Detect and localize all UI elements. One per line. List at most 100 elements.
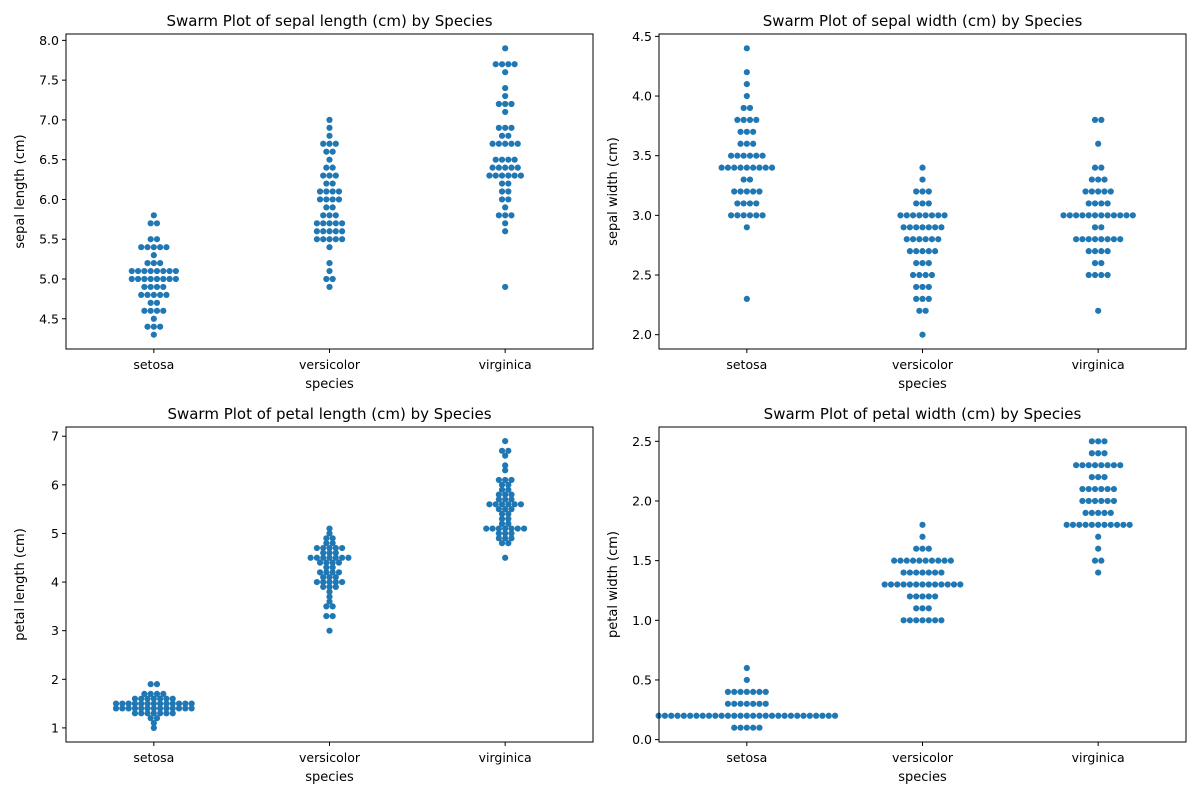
- data-point-versicolor: [332, 554, 339, 561]
- data-point-setosa: [743, 664, 750, 672]
- data-point-virginica: [1110, 497, 1118, 505]
- data-point-virginica: [1073, 236, 1080, 243]
- data-point-virginica: [495, 530, 502, 537]
- data-point-virginica: [492, 156, 499, 163]
- data-point-virginica: [514, 525, 521, 532]
- data-point-virginica: [1085, 271, 1092, 279]
- data-point-versicolor: [941, 557, 948, 564]
- data-point-versicolor: [323, 613, 330, 620]
- data-point-virginica: [1126, 521, 1133, 528]
- data-point-setosa: [141, 283, 148, 291]
- y-tick-label: 5.5: [39, 232, 59, 247]
- data-point-versicolor: [919, 533, 926, 540]
- data-point-virginica: [498, 172, 506, 179]
- data-point-versicolor: [335, 188, 343, 195]
- data-point-virginica: [1082, 188, 1089, 195]
- data-point-versicolor: [329, 559, 336, 566]
- data-point-versicolor: [332, 549, 339, 557]
- data-point-setosa: [138, 244, 145, 251]
- data-point-virginica: [502, 554, 509, 561]
- data-point-virginica: [1095, 188, 1102, 195]
- data-point-virginica: [498, 501, 506, 508]
- data-point-virginica: [505, 520, 512, 527]
- data-point-versicolor: [320, 583, 327, 591]
- data-point-setosa: [687, 712, 694, 719]
- data-point-setosa: [806, 712, 813, 719]
- data-point-virginica: [495, 525, 502, 532]
- data-point-versicolor: [909, 236, 917, 243]
- data-point-setosa: [734, 212, 741, 219]
- data-point-setosa: [762, 700, 769, 707]
- data-point-setosa: [160, 283, 167, 291]
- data-point-versicolor: [326, 172, 333, 179]
- data-point-virginica: [1095, 140, 1102, 147]
- data-point-versicolor: [941, 212, 948, 219]
- data-point-versicolor: [326, 220, 333, 227]
- data-point-setosa: [753, 200, 760, 207]
- data-point-virginica: [1107, 188, 1114, 195]
- data-point-versicolor: [320, 544, 327, 552]
- data-point-versicolor: [938, 569, 945, 576]
- y-tick-label: 5: [51, 526, 59, 541]
- data-point-versicolor: [900, 224, 907, 231]
- data-point-versicolor: [906, 617, 914, 624]
- data-point-setosa: [153, 690, 161, 697]
- data-point-virginica: [511, 172, 518, 179]
- data-point-virginica: [502, 462, 509, 469]
- data-point-virginica: [1076, 521, 1083, 528]
- swarm-chart-4: Swarm Plot of petal width (cm) by Specie…: [606, 405, 1187, 785]
- data-point-setosa: [150, 315, 157, 322]
- data-point-setosa: [153, 267, 161, 275]
- data-point-virginica: [1082, 521, 1089, 528]
- data-point-setosa: [150, 705, 157, 712]
- data-point-versicolor: [332, 140, 339, 147]
- data-point-versicolor: [919, 176, 926, 183]
- data-point-setosa: [753, 212, 760, 219]
- data-point-virginica: [1098, 200, 1105, 207]
- data-point-setosa: [743, 188, 750, 195]
- data-point-versicolor: [316, 569, 324, 576]
- data-point-versicolor: [925, 248, 932, 255]
- data-point-setosa: [138, 695, 145, 702]
- data-point-virginica: [1091, 248, 1099, 255]
- data-point-virginica: [495, 140, 502, 147]
- data-point-virginica: [1060, 212, 1067, 219]
- data-point-setosa: [674, 712, 681, 719]
- data-point-virginica: [1095, 569, 1102, 576]
- data-point-setosa: [787, 712, 795, 719]
- data-point-setosa: [734, 200, 741, 207]
- data-point-versicolor: [947, 557, 954, 564]
- data-point-setosa: [144, 291, 151, 299]
- data-point-virginica: [508, 124, 515, 131]
- data-point-versicolor: [332, 578, 339, 586]
- data-point-versicolor: [903, 557, 910, 564]
- data-point-virginica: [1098, 224, 1105, 231]
- data-point-setosa: [813, 712, 820, 719]
- data-point-setosa: [138, 291, 145, 299]
- data-point-virginica: [498, 132, 506, 139]
- y-tick-label: 3.0: [632, 208, 652, 223]
- data-point-setosa: [737, 712, 744, 719]
- x-tick-label-virginica: virginica: [1072, 750, 1125, 765]
- data-point-virginica: [1091, 557, 1099, 564]
- data-point-setosa: [737, 188, 744, 195]
- data-point-versicolor: [925, 200, 932, 207]
- data-point-setosa: [175, 700, 183, 707]
- data-point-setosa: [157, 323, 164, 330]
- y-tick-label: 4.0: [632, 89, 652, 104]
- data-point-virginica: [502, 100, 509, 108]
- data-point-virginica: [1098, 485, 1105, 493]
- data-point-virginica: [1091, 164, 1099, 171]
- data-point-versicolor: [313, 578, 320, 586]
- data-point-virginica: [495, 100, 502, 108]
- data-point-versicolor: [316, 188, 324, 195]
- y-tick-label: 4: [51, 575, 59, 590]
- data-point-setosa: [831, 712, 839, 719]
- data-point-versicolor: [906, 224, 914, 231]
- data-point-setosa: [169, 710, 176, 717]
- data-point-versicolor: [913, 259, 920, 267]
- data-point-virginica: [1073, 462, 1080, 469]
- data-point-setosa: [743, 164, 750, 171]
- data-point-virginica: [508, 491, 515, 498]
- data-point-setosa: [157, 710, 164, 717]
